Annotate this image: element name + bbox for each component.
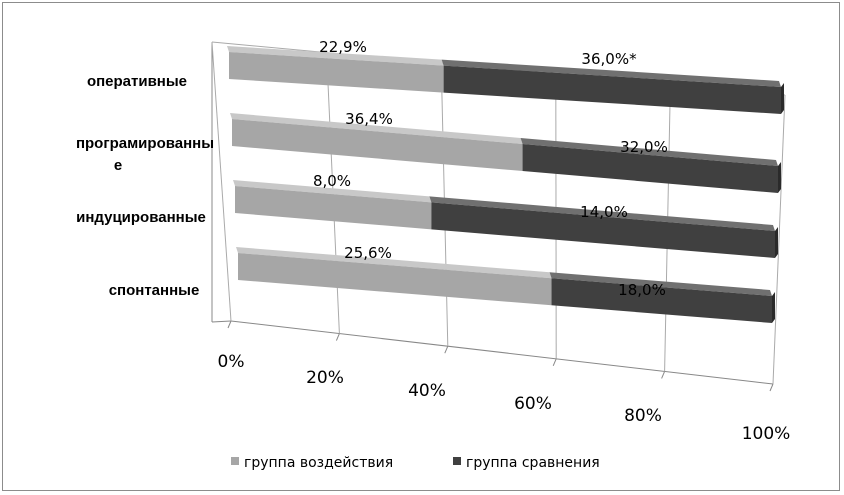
x-tick-label: 20% — [306, 368, 344, 388]
data-label-impact-group: 8,0% — [313, 172, 351, 190]
bar-top-face — [230, 113, 523, 145]
category-label: индуцированные — [76, 209, 206, 226]
bar-segment-comparison-group — [443, 65, 781, 114]
bar-segment-impact-group — [238, 253, 552, 306]
legend-swatch — [231, 457, 239, 465]
x-tick-label: 60% — [514, 394, 552, 414]
data-label-comparison-group: 36,0%* — [581, 50, 637, 68]
legend-label: группа сравнения — [466, 455, 600, 471]
x-tick-label: 100% — [742, 424, 791, 444]
bar-segment-impact-group — [235, 186, 432, 230]
bar-end-cap — [775, 227, 778, 258]
legend-item: группа воздействия — [231, 455, 393, 471]
x-axis-line — [230, 320, 774, 385]
bar-top-face — [233, 180, 432, 203]
legend-item: группа сравнения — [453, 455, 600, 471]
bar-end-cap — [781, 83, 784, 114]
x-tick-label: 0% — [218, 352, 245, 372]
data-label-comparison-group: 14,0% — [580, 203, 628, 221]
data-label-impact-group: 22,9% — [319, 38, 367, 56]
category-label: спонтанные — [109, 282, 200, 299]
legend-swatch — [453, 457, 461, 465]
bar-top-face — [441, 59, 781, 87]
data-label-impact-group: 36,4% — [345, 110, 393, 128]
legend-label: группа воздействия — [244, 455, 393, 471]
bar-segment-comparison-group — [431, 202, 775, 258]
data-label-comparison-group: 32,0% — [620, 138, 668, 156]
bar-segment-impact-group — [229, 52, 444, 93]
bar-top-face — [520, 138, 778, 166]
category-label: оперативные — [87, 73, 187, 90]
bar-top-face — [429, 196, 775, 231]
category-label: програмированны е — [76, 135, 214, 174]
bar-segment-comparison-group — [522, 144, 778, 193]
bar-end-cap — [772, 292, 775, 323]
bar-top-face — [236, 247, 552, 279]
bar-top-face — [227, 46, 444, 66]
bar-end-cap — [778, 162, 781, 193]
data-label-comparison-group: 18,0% — [618, 281, 666, 299]
bar-segment-comparison-group — [551, 278, 772, 323]
x-tick-label: 80% — [624, 406, 662, 426]
bar-segment-impact-group — [232, 119, 523, 172]
data-label-impact-group: 25,6% — [344, 244, 392, 262]
x-tick-label: 40% — [408, 381, 446, 401]
bar-top-face — [549, 272, 772, 296]
